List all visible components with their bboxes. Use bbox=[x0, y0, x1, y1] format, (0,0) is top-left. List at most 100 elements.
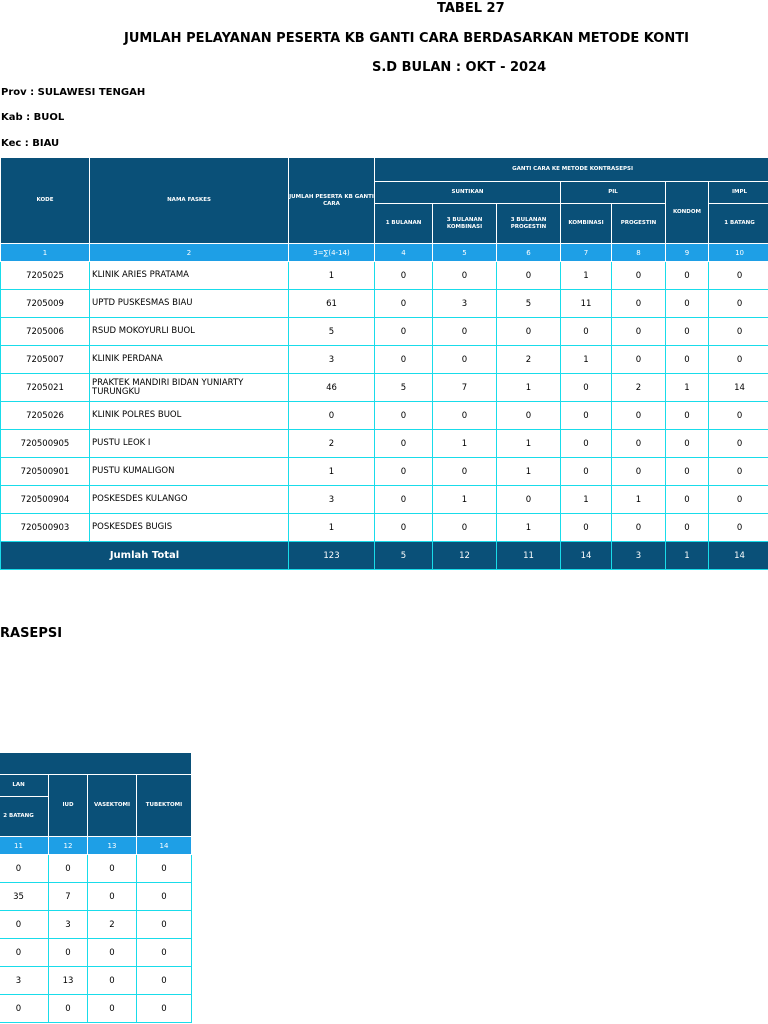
value-cell: 0 bbox=[611, 457, 666, 486]
value-cell: 7 bbox=[432, 373, 497, 402]
header-1-batang: 1 BATANG bbox=[707, 203, 768, 244]
value-cell: 0 bbox=[560, 401, 612, 430]
value-cell: 0 bbox=[665, 261, 709, 290]
report-title: JUMLAH PELAYANAN PESERTA KB GANTI CARA B… bbox=[124, 31, 689, 46]
value-cell: 0 bbox=[611, 429, 666, 458]
faskes-name: POSKESDES BUGIS bbox=[89, 513, 289, 542]
value-cell: 0 bbox=[665, 345, 709, 374]
value-cell: 0 bbox=[374, 317, 433, 346]
header-implan-continued: LAN bbox=[0, 774, 49, 797]
value-cell: 0 bbox=[665, 289, 709, 318]
value-cell: 0 bbox=[0, 994, 49, 1023]
column-number: 14 bbox=[136, 836, 192, 855]
header-3-bulanan-kombinasi: 3 BULANAN KOMBINASI bbox=[432, 203, 497, 244]
table-number: TABEL 27 bbox=[437, 1, 505, 16]
header-pil: PIL bbox=[560, 181, 666, 204]
value-cell: 0 bbox=[432, 345, 497, 374]
header-1-bulanan: 1 BULANAN bbox=[374, 203, 433, 244]
value-cell: 1 bbox=[288, 457, 375, 486]
column-number: 6 bbox=[496, 243, 561, 262]
value-cell: 0 bbox=[665, 401, 709, 430]
value-cell: 0 bbox=[136, 882, 192, 911]
table-row: 7205025 KLINIK ARIES PRATAMA 1 0 0 0 1 0 0 0 bbox=[0, 261, 768, 290]
total-value: 1 bbox=[665, 541, 709, 570]
value-cell: 0 bbox=[496, 317, 561, 346]
header-implan: IMPL bbox=[707, 181, 768, 204]
value-cell: 0 bbox=[136, 854, 192, 883]
table-row: 7205026 KLINIK POLRES BUOL 0 0 0 0 0 0 0 0 bbox=[0, 401, 768, 430]
value-cell: 3 bbox=[48, 910, 88, 939]
value-cell: 14 bbox=[707, 373, 768, 402]
table-row: 720500903 POSKESDES BUGIS 1 0 0 1 0 0 0 0 bbox=[0, 513, 768, 542]
value-cell: 3 bbox=[288, 345, 375, 374]
value-cell: 35 bbox=[0, 882, 49, 911]
column-number: 3=∑(4-14) bbox=[288, 243, 375, 262]
header-kondom: KONDOM bbox=[665, 181, 709, 244]
faskes-name: PRAKTEK MANDIRI BIDAN YUNIARTY TURUNGKU bbox=[89, 373, 289, 402]
value-cell: 1 bbox=[560, 345, 612, 374]
value-cell: 0 bbox=[288, 401, 375, 430]
column-number: 1 bbox=[0, 243, 90, 262]
value-cell: 5 bbox=[374, 373, 433, 402]
total-value: 14 bbox=[560, 541, 612, 570]
value-cell: 1 bbox=[496, 513, 561, 542]
value-cell: 46 bbox=[288, 373, 375, 402]
value-cell: 5 bbox=[288, 317, 375, 346]
header-kombinasi: KOMBINASI bbox=[560, 203, 612, 244]
total-label: Jumlah Total bbox=[0, 541, 289, 570]
faskes-code: 7205007 bbox=[0, 345, 90, 374]
value-cell: 2 bbox=[288, 429, 375, 458]
value-cell: 0 bbox=[665, 457, 709, 486]
value-cell: 0 bbox=[560, 429, 612, 458]
table-row: 7205009 UPTD PUSKESMAS BIAU 61 0 3 5 11 0 0 0 bbox=[0, 289, 768, 318]
value-cell: 1 bbox=[288, 261, 375, 290]
faskes-name: KLINIK POLRES BUOL bbox=[89, 401, 289, 430]
total-value: 14 bbox=[707, 541, 768, 570]
value-cell: 0 bbox=[560, 457, 612, 486]
value-cell: 0 bbox=[432, 317, 497, 346]
value-cell: 0 bbox=[665, 513, 709, 542]
value-cell: 0 bbox=[707, 401, 768, 430]
faskes-name: KLINIK PERDANA bbox=[89, 345, 289, 374]
column-number: 7 bbox=[560, 243, 612, 262]
faskes-name: UPTD PUSKESMAS BIAU bbox=[89, 289, 289, 318]
total-value: 5 bbox=[374, 541, 433, 570]
column-number: 2 bbox=[89, 243, 289, 262]
value-cell: 3 bbox=[288, 485, 375, 514]
value-cell: 0 bbox=[0, 938, 49, 967]
faskes-code: 720500901 bbox=[0, 457, 90, 486]
value-cell: 0 bbox=[560, 513, 612, 542]
faskes-name: RSUD MOKOYURLI BUOL bbox=[89, 317, 289, 346]
value-cell: 0 bbox=[136, 994, 192, 1023]
table-row: 3 13 0 0 bbox=[0, 966, 192, 995]
table-row: 7205006 RSUD MOKOYURLI BUOL 5 0 0 0 0 0 0 0 bbox=[0, 317, 768, 346]
value-cell: 1 bbox=[611, 485, 666, 514]
value-cell: 0 bbox=[87, 966, 137, 995]
value-cell: 0 bbox=[0, 910, 49, 939]
value-cell: 7 bbox=[48, 882, 88, 911]
column-number: 9 bbox=[665, 243, 709, 262]
value-cell: 0 bbox=[707, 261, 768, 290]
value-cell: 0 bbox=[87, 938, 137, 967]
header-vasektomi: VASEKTOMI bbox=[87, 774, 137, 837]
column-number: 11 bbox=[0, 836, 49, 855]
value-cell: 0 bbox=[496, 485, 561, 514]
value-cell: 1 bbox=[432, 485, 497, 514]
value-cell: 0 bbox=[611, 317, 666, 346]
faskes-code: 720500904 bbox=[0, 485, 90, 514]
faskes-code: 7205009 bbox=[0, 289, 90, 318]
value-cell: 0 bbox=[707, 485, 768, 514]
value-cell: 1 bbox=[432, 429, 497, 458]
value-cell: 1 bbox=[560, 261, 612, 290]
value-cell: 0 bbox=[374, 345, 433, 374]
main-table: KODE NAMA FASKES JUMLAH PESERTA KB GANTI… bbox=[0, 157, 768, 570]
table-row: 720500901 PUSTU KUMALIGON 1 0 0 1 0 0 0 0 bbox=[0, 457, 768, 486]
total-value: 11 bbox=[496, 541, 561, 570]
regency-label: Kab : BUOL bbox=[1, 112, 65, 123]
value-cell: 1 bbox=[665, 373, 709, 402]
report-period: S.D BULAN : OKT - 2024 bbox=[372, 60, 547, 75]
